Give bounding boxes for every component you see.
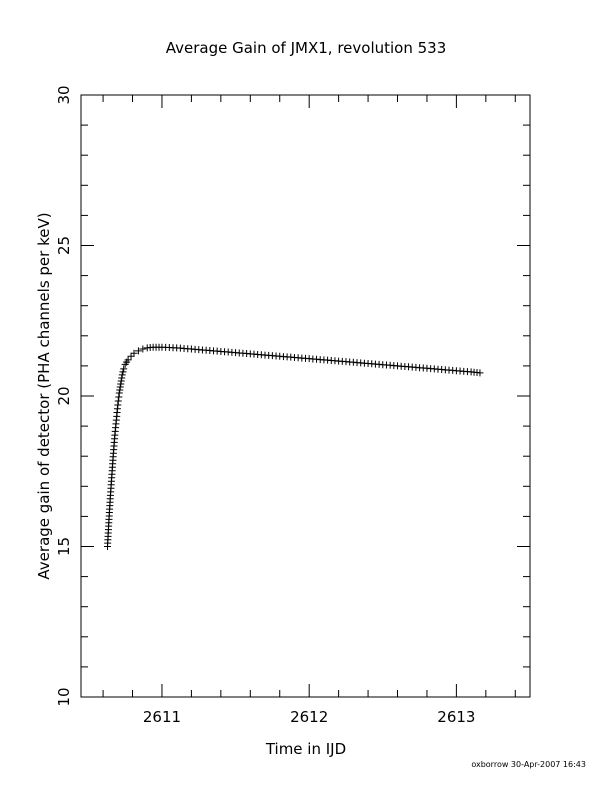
y-tick-label: 20 [55,386,73,405]
data-point [120,365,128,373]
data-point [124,356,132,364]
y-axis-label: Average gain of detector (PHA channels p… [35,212,53,579]
data-point [139,345,147,353]
y-tick-label: 25 [55,236,73,255]
x-axis-ticks [102,95,516,697]
y-tick-label: 30 [55,85,73,104]
y-axis-tick-labels: 10 15 20 25 30 [55,85,73,706]
plot-frame [80,94,531,698]
x-tick-label: 2611 [143,708,181,726]
footer-credit: oxborrow 30-Apr-2007 16:43 [471,760,586,769]
y-tick-label: 10 [55,687,73,706]
data-series [103,343,484,550]
x-tick-label: 2612 [290,708,328,726]
y-tick-label: 15 [55,537,73,556]
data-point [119,368,127,376]
data-point [134,347,142,355]
y-axis-ticks [81,124,530,668]
chart-title: Average Gain of JMX1, revolution 533 [166,39,447,57]
x-axis-label: Time in IJD [265,740,346,758]
data-point [118,371,126,379]
data-point [130,349,138,357]
x-axis-tick-labels: 2611 2612 2613 [143,708,476,726]
x-tick-label: 2613 [437,708,475,726]
data-point [476,369,484,377]
data-point [127,352,135,360]
